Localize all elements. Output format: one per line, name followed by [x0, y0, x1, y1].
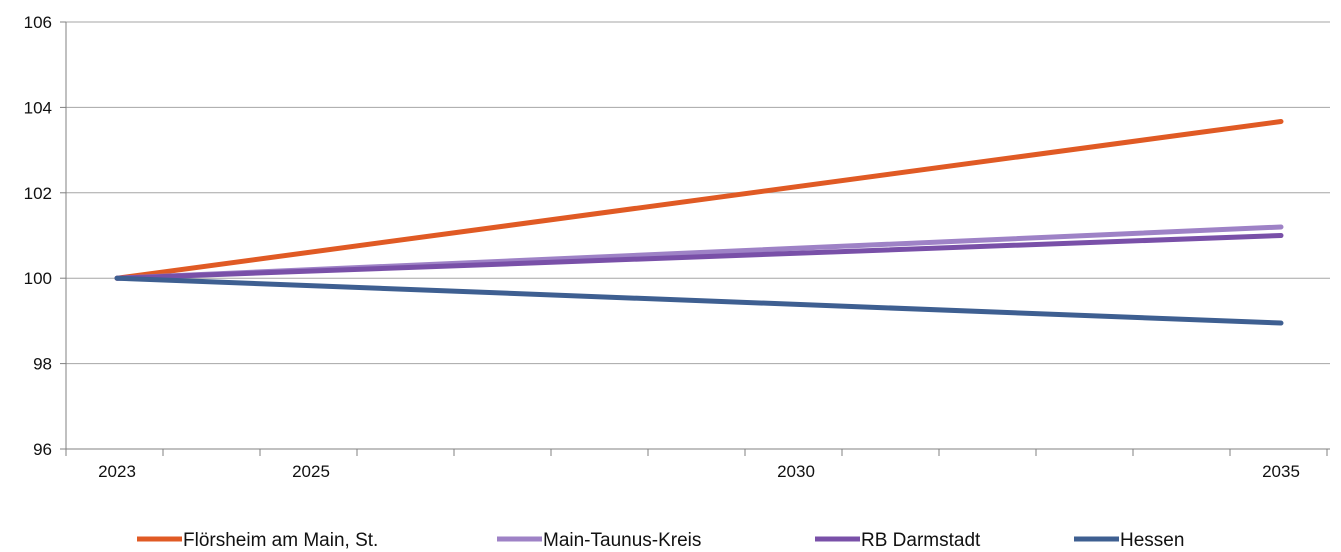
- x-tick-label: 2030: [777, 462, 815, 481]
- legend: Flörsheim am Main, St. Main-Taunus-Kreis R…: [137, 530, 1184, 551]
- x-tick-label: 2023: [98, 462, 136, 481]
- series-line-3: [114, 275, 1284, 326]
- x-tick-label: 2035: [1262, 462, 1300, 481]
- y-tick-label: 96: [33, 440, 52, 459]
- legend-label: Main-Taunus-Kreis: [543, 530, 701, 551]
- y-tick-label: 104: [24, 98, 52, 117]
- axes: 96 98 100 102 104 106 2023 2025 2030 2035: [24, 13, 1330, 481]
- series-line-0: [114, 118, 1284, 281]
- y-tick-label: 102: [24, 184, 52, 203]
- legend-label: Hessen: [1120, 530, 1184, 551]
- y-tick-label: 100: [24, 269, 52, 288]
- legend-label: Flörsheim am Main, St.: [183, 530, 378, 551]
- y-tick-label: 98: [33, 355, 52, 374]
- x-tick-label: 2025: [292, 462, 330, 481]
- legend-label: RB Darmstadt: [861, 530, 981, 551]
- y-tick-label: 106: [24, 13, 52, 32]
- data-series: [114, 118, 1284, 326]
- series-line-2: [114, 233, 1284, 281]
